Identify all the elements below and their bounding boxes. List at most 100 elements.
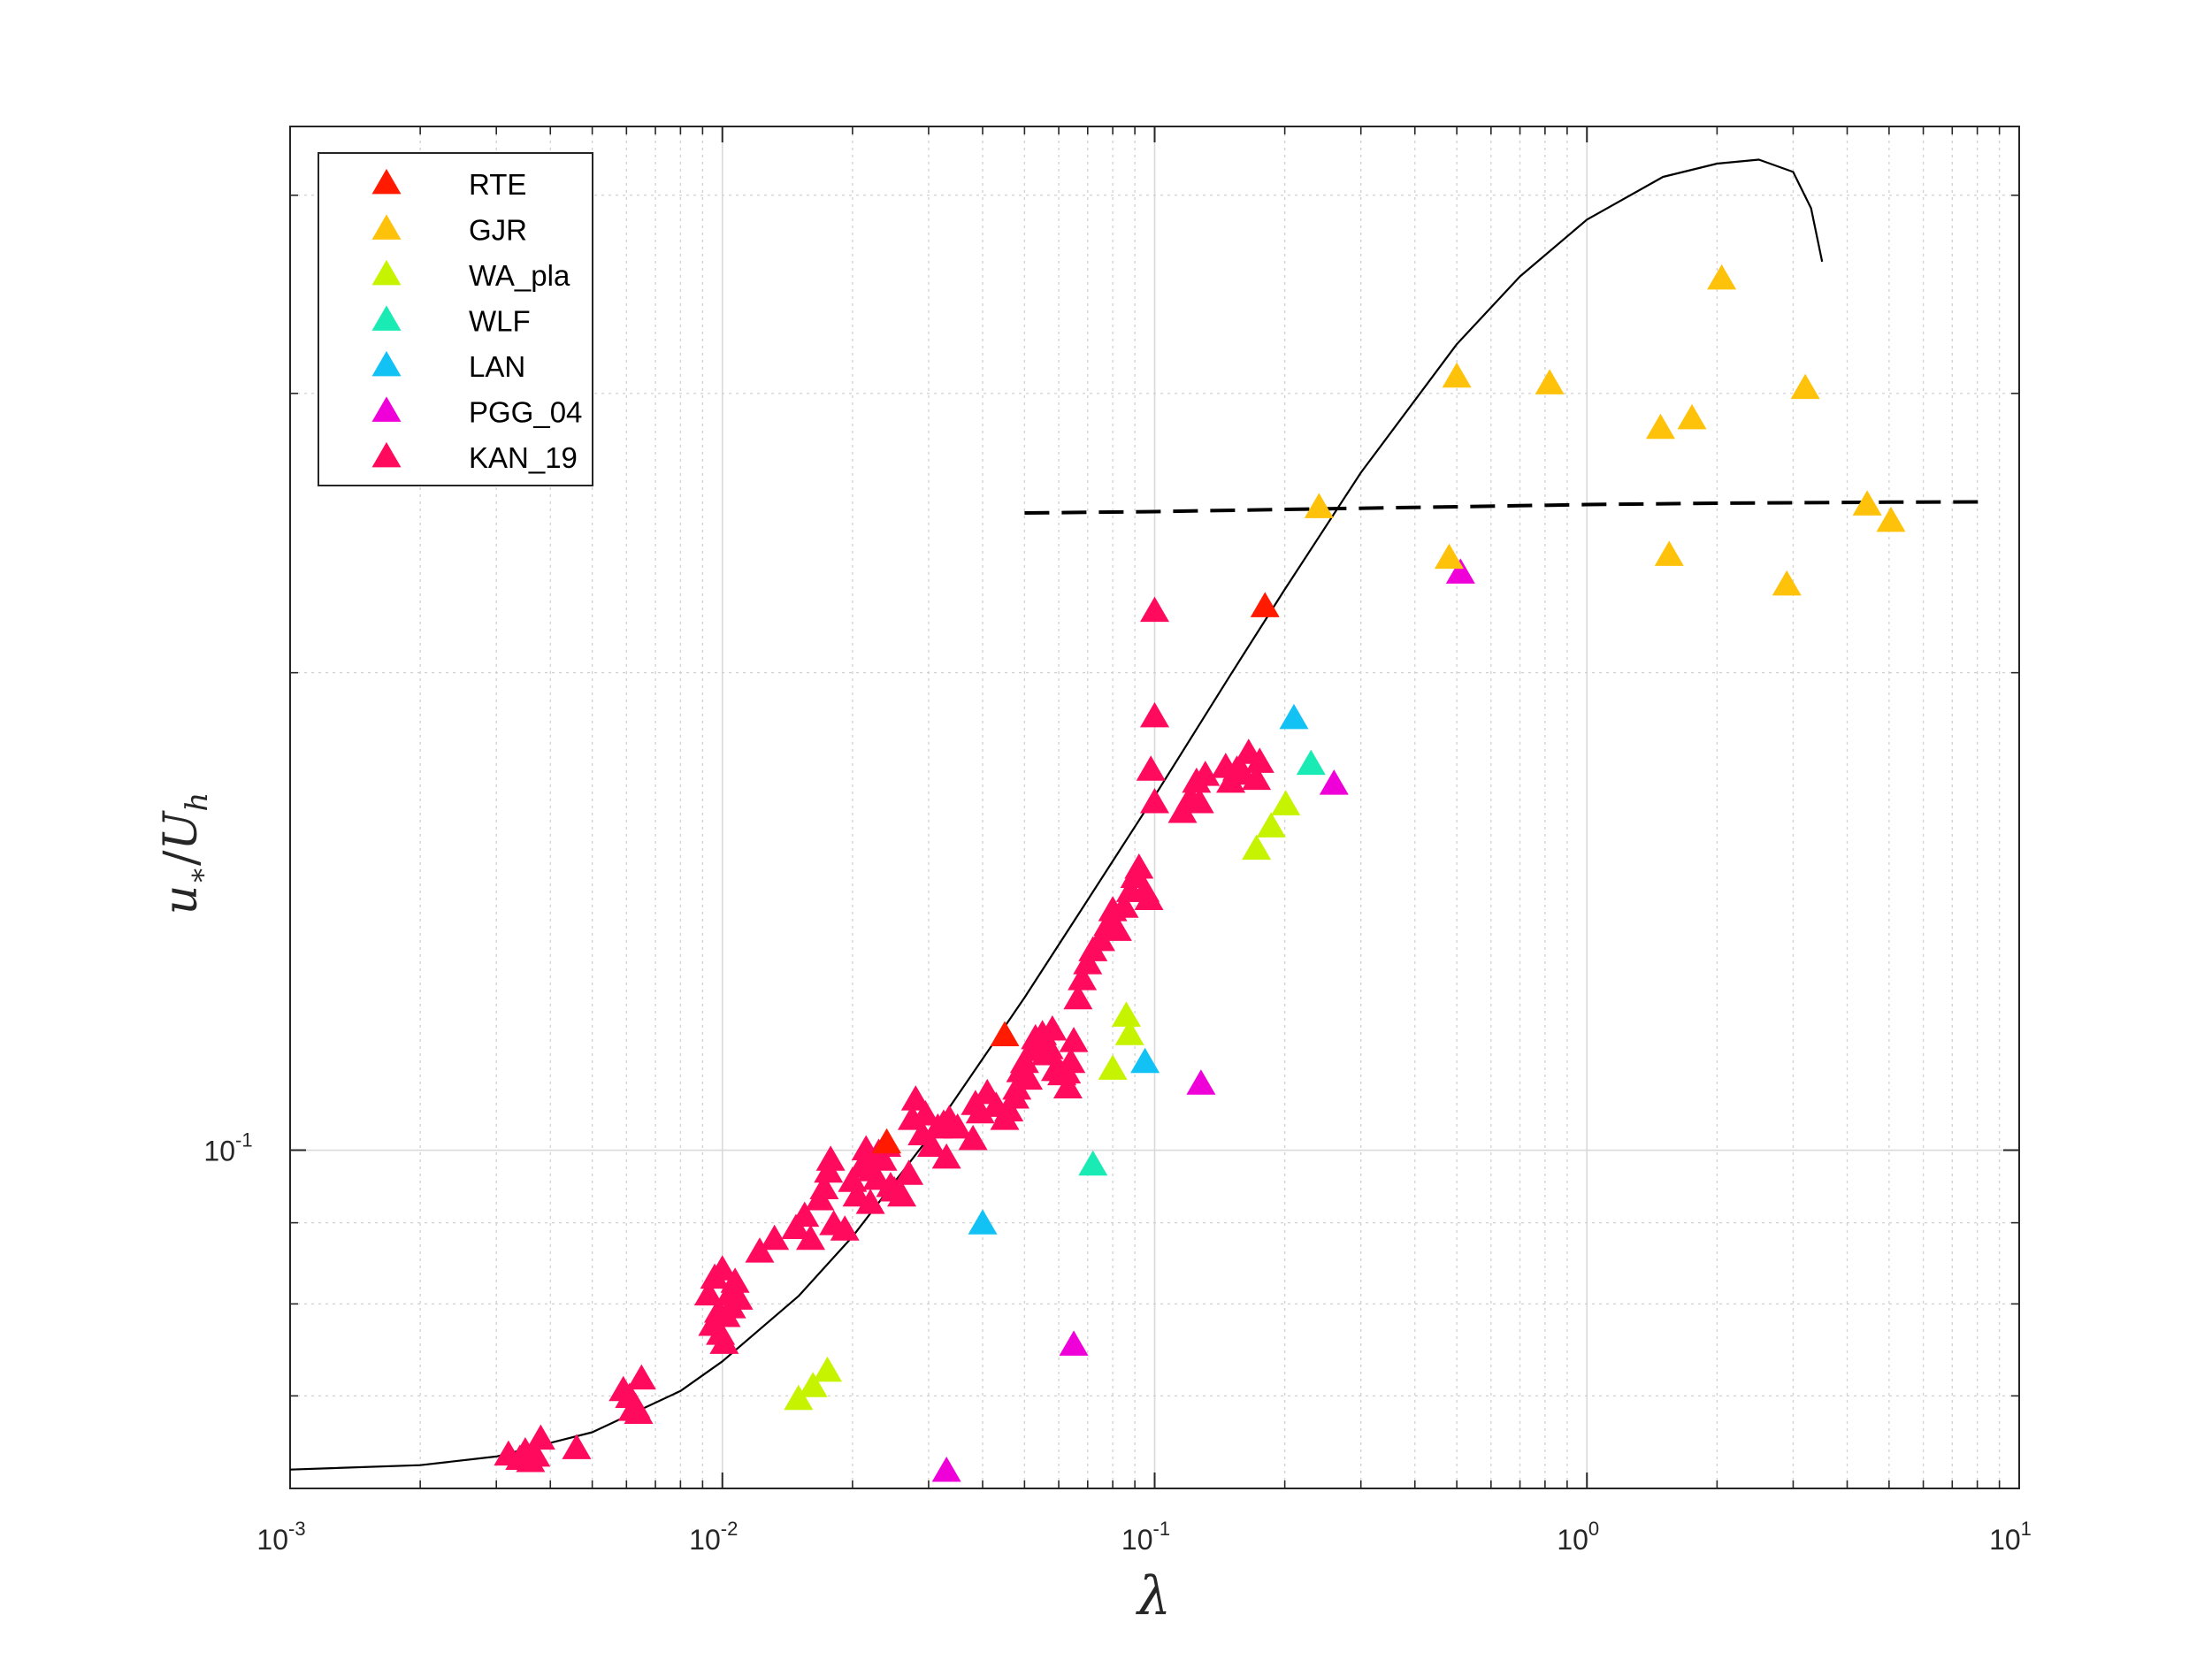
data-point-kan-19: [1073, 949, 1103, 975]
data-point-kan-19: [838, 1167, 868, 1192]
data-point-gjr: [1790, 373, 1820, 400]
data-points: [494, 264, 1906, 1482]
legend-marker-kan-19: [371, 441, 402, 468]
data-point-kan-19: [1244, 747, 1274, 773]
x-tick-label-exp: -2: [721, 1518, 739, 1540]
data-point-kan-19: [760, 1224, 790, 1251]
data-point-gjr: [1852, 490, 1882, 516]
data-point-kan-19: [815, 1145, 846, 1171]
data-point-kan-19: [1124, 853, 1154, 879]
data-point-kan-19: [709, 1328, 739, 1354]
legend-label-rte: RTE: [469, 168, 526, 201]
data-point-gjr: [1645, 413, 1675, 440]
data-point-kan-19: [1056, 1047, 1086, 1074]
data-point-rte: [872, 1128, 902, 1154]
data-point-wlf: [1078, 1150, 1108, 1176]
data-point-wlf: [1296, 749, 1326, 776]
x-tick-label-exp: 0: [1588, 1518, 1599, 1540]
legend-label-kan-19: KAN_19: [469, 441, 578, 474]
x-tick-label-base: 10: [256, 1524, 288, 1556]
data-point-kan-19: [868, 1145, 898, 1171]
data-point-wa-pla: [1256, 812, 1286, 838]
data-point-gjr: [1535, 369, 1565, 394]
x-tick-label-base: 10: [1557, 1524, 1588, 1556]
data-point-rte: [1250, 592, 1280, 617]
series-lan: [968, 703, 1309, 1235]
data-point-gjr: [1442, 362, 1472, 388]
data-point-pgg-04: [1186, 1069, 1216, 1095]
data-point-kan-19: [809, 1174, 839, 1200]
x-tick-label: 101: [1989, 1518, 2032, 1556]
y-axis-label-star: ∗: [180, 866, 214, 885]
data-point-wa-pla: [1114, 1020, 1144, 1045]
data-point-wa-pla: [784, 1384, 814, 1411]
data-point-gjr: [1772, 570, 1802, 596]
y-axis-label-h: h: [180, 792, 215, 812]
dashed-reference-line: [1024, 500, 1989, 515]
data-point-kan-19: [931, 1143, 961, 1169]
legend-label-pgg-04: PGG_04: [469, 396, 582, 429]
data-point-kan-19: [708, 1255, 738, 1281]
series-wa-pla: [784, 790, 1301, 1411]
data-point-kan-19: [1068, 965, 1098, 991]
data-point-kan-19: [1102, 915, 1132, 941]
data-point-kan-19: [1184, 788, 1214, 814]
x-tick-label-exp: 1: [2021, 1518, 2032, 1540]
data-point-kan-19: [1140, 596, 1169, 623]
data-point-kan-19: [910, 1099, 940, 1126]
data-point-kan-19: [525, 1424, 555, 1450]
data-point-kan-19: [626, 1364, 656, 1390]
data-point-gjr: [1654, 540, 1684, 566]
data-point-kan-19: [790, 1201, 820, 1228]
data-point-kan-19: [894, 1159, 924, 1185]
legend-marker-gjr: [371, 214, 402, 240]
data-point-kan-19: [943, 1113, 973, 1139]
y-axis-label-u: u: [155, 885, 208, 915]
series-gjr: [1304, 264, 1906, 596]
data-point-kan-19: [887, 1181, 917, 1207]
x-tick-label: 100: [1557, 1518, 1599, 1556]
data-point-kan-19: [994, 1096, 1024, 1122]
legend-marker-lan: [371, 350, 402, 377]
data-point-kan-19: [1140, 701, 1169, 728]
legend-marker-rte: [371, 168, 402, 195]
data-point-kan-19: [693, 1280, 723, 1306]
data-point-kan-19: [1167, 797, 1198, 823]
data-point-kan-19: [720, 1267, 750, 1293]
data-point-kan-19: [1134, 884, 1164, 911]
model-curve: [289, 158, 1824, 1471]
data-point-kan-19: [1140, 788, 1169, 814]
data-point-kan-19: [1059, 1027, 1089, 1052]
data-point-kan-19: [900, 1085, 930, 1111]
data-point-kan-19: [617, 1396, 647, 1421]
data-point-kan-19: [1052, 1073, 1083, 1098]
data-point-pgg-04: [1445, 558, 1475, 584]
legend-label-wlf: WLF: [469, 305, 531, 338]
legend-entries: RTE GJR WA_pla WLF LAN PGG_04 KAN_19: [371, 168, 582, 474]
y-axis-label-U: U: [155, 809, 208, 850]
data-point-kan-19: [796, 1224, 826, 1251]
y-axis-label-slash: /: [155, 850, 208, 866]
data-point-kan-19: [562, 1434, 592, 1459]
y-axis-label: u∗/Uh: [155, 792, 215, 915]
data-point-gjr: [1707, 264, 1737, 290]
y-tick-labels: 10-1: [203, 1129, 252, 1167]
x-tick-label-base: 10: [1989, 1524, 2021, 1556]
data-point-kan-19: [745, 1237, 775, 1263]
data-point-kan-19: [1034, 1034, 1064, 1059]
y-tick-label-base: 10: [203, 1136, 235, 1167]
series-kan-19: [494, 596, 1274, 1473]
y-tick-label: 10-1: [203, 1129, 252, 1167]
data-point-kan-19: [1190, 761, 1221, 786]
x-tick-labels: 10-3 10-2 10-1 100 101: [256, 1518, 2032, 1556]
data-point-lan: [1279, 703, 1309, 730]
data-point-pgg-04: [1319, 769, 1349, 795]
legend-marker-pgg-04: [371, 396, 402, 422]
legend-label-wa-pla: WA_pla: [469, 259, 570, 292]
data-point-wa-pla: [798, 1372, 828, 1397]
x-tick-label: 10-1: [1121, 1518, 1170, 1556]
data-point-kan-19: [1242, 764, 1272, 791]
data-point-pgg-04: [1059, 1330, 1089, 1356]
legend-label-lan: LAN: [469, 350, 525, 383]
data-point-wa-pla: [1098, 1054, 1128, 1080]
